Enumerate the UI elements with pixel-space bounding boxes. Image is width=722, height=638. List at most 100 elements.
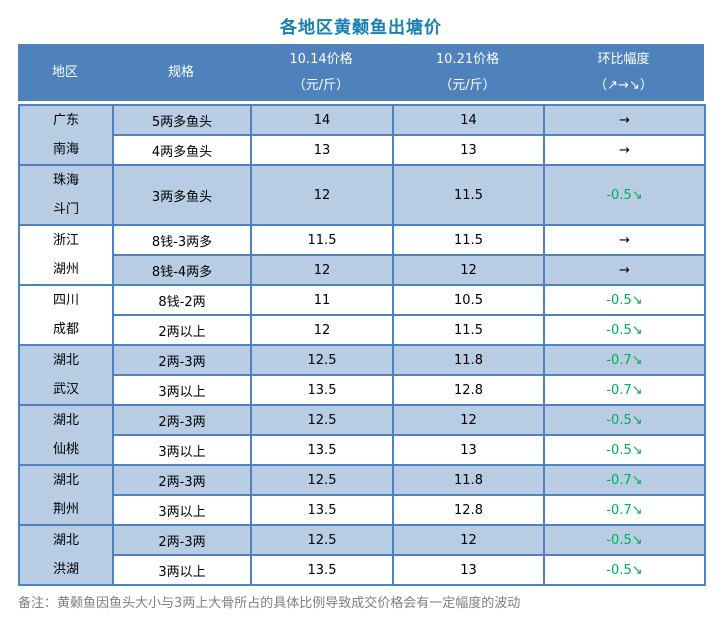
region-cell: 浙江 湖州: [18, 224, 114, 286]
spec-cell: 2两-3两: [112, 464, 252, 496]
price-1021-cell: 12.8: [392, 374, 545, 406]
price-1014-cell: 12.5: [250, 344, 394, 376]
table-row: 浙江 湖州 8钱-3两多 11.5 11.5 →: [18, 224, 706, 286]
region-name-line: 荆州: [52, 502, 79, 517]
price-1014-cell: 12.5: [250, 524, 394, 556]
spec-cell: 3两以上: [112, 494, 252, 526]
header-label: 规格: [167, 64, 194, 80]
header-cell-price-1014: 10.14价格 （元/斤）: [250, 44, 392, 101]
price-1014-cell: 13.5: [250, 554, 394, 586]
region-name-line: 武汉: [52, 382, 79, 397]
price-1014-cell: 12.5: [250, 464, 394, 496]
spec-cell: 8钱-3两多: [112, 224, 252, 256]
price-1021-cell: 10.5: [392, 284, 545, 316]
change-cell: -0.7↘: [543, 494, 706, 526]
region-name-line: 洪湖: [52, 562, 79, 577]
spec-cell: 2两-3两: [112, 404, 252, 436]
region-cell: 珠海 斗门: [18, 164, 114, 226]
price-1021-cell: 12: [392, 404, 545, 436]
price-1014-cell: 12: [250, 254, 394, 286]
price-1021-cell: 14: [392, 104, 545, 136]
spec-cell: 2两-3两: [112, 344, 252, 376]
spec-cell: 2两以上: [112, 314, 252, 346]
price-1014-cell: 13: [250, 134, 394, 166]
region-name-line: 湖北: [52, 413, 79, 428]
table-row: 8钱-4两多 12 12 →: [19, 254, 706, 286]
spec-cell: 2两-3两: [112, 524, 252, 556]
price-1021-cell: 12: [392, 254, 545, 286]
change-cell: -0.5↘: [543, 524, 706, 556]
header-label: 地区: [51, 64, 78, 80]
region-name-line: 湖北: [52, 533, 79, 548]
price-1021-cell: 12: [392, 524, 545, 556]
table-row: 湖北 荆州 2两-3两 12.5 11.8 -0.7↘: [18, 464, 706, 526]
change-cell: -0.5↘: [543, 164, 706, 226]
region-name-line: 湖北: [52, 353, 79, 368]
region-cell: 湖北 洪湖: [18, 524, 114, 586]
region-name-line: 湖北: [52, 473, 79, 488]
spec-cell: 5两多鱼头: [112, 104, 252, 136]
change-cell: -0.7↘: [543, 464, 706, 496]
header-cell-change: 环比幅度 （↗→↘）: [543, 44, 704, 101]
change-cell: -0.5↘: [543, 314, 706, 346]
spec-cell: 8钱-2两: [112, 284, 252, 316]
price-1014-cell: 12: [250, 314, 394, 346]
spec-cell: 3两多鱼头: [112, 164, 252, 226]
price-1021-cell: 13: [392, 134, 545, 166]
change-cell: →: [543, 224, 706, 256]
price-1021-cell: 11.5: [392, 224, 545, 256]
table-row: 3两以上 13.5 13 -0.5↘: [19, 554, 706, 586]
price-1021-cell: 13: [392, 434, 545, 466]
table-row: 湖北 武汉 2两-3两 12.5 11.8 -0.7↘: [18, 344, 706, 406]
price-1021-cell: 11.5: [392, 314, 545, 346]
spec-cell: 3两以上: [112, 554, 252, 586]
region-name-line: 广东: [52, 113, 79, 128]
change-cell: -0.7↘: [543, 344, 706, 376]
price-table-body: 广东 南海 5两多鱼头 14 14 → 4两多鱼头 13 13 → 珠海 斗门 3两多鱼头 12 11.5-…: [18, 104, 706, 586]
table-row: 3两以上 13.5 13 -0.5↘: [19, 434, 706, 466]
price-1014-cell: 12.5: [250, 404, 394, 436]
spec-cell: 8钱-4两多: [112, 254, 252, 286]
table-row: 2两以上 12 11.5 -0.5↘: [19, 314, 706, 346]
price-1021-cell: 13: [392, 554, 545, 586]
header-unit: （元/斤）: [292, 77, 350, 93]
region-name-line: 南海: [52, 142, 79, 157]
region-cell: 湖北 荆州: [18, 464, 114, 526]
price-1014-cell: 13.5: [250, 374, 394, 406]
region-name-line: 成都: [52, 322, 79, 337]
header-cell-region: 地区: [18, 44, 112, 101]
header-unit: （元/斤）: [439, 77, 496, 93]
table-row: 4两多鱼头 13 13 →: [19, 134, 706, 166]
price-1021-cell: 11.8: [392, 464, 545, 496]
header-cell-price-1021: 10.21价格 （元/斤）: [392, 44, 543, 101]
table-row: 3两以上 13.5 12.8 -0.7↘: [19, 374, 706, 406]
footnote: 备注：黄颡鱼因鱼头大小与3两上大骨所占的具体比例导致成交价格会有一定幅度的波动: [18, 596, 521, 611]
price-1021-cell: 11.5: [392, 164, 545, 226]
table-row: 3两以上 13.5 12.8 -0.7↘: [19, 494, 706, 526]
table-row: 湖北 洪湖 2两-3两 12.5 12 -0.5↘: [18, 524, 706, 586]
price-1021-cell: 12.8: [392, 494, 545, 526]
region-name-line: 浙江: [52, 233, 79, 248]
price-1014-cell: 11: [250, 284, 394, 316]
price-1021-cell: 11.8: [392, 344, 545, 376]
region-cell: 广东 南海: [18, 104, 114, 166]
change-cell: -0.5↘: [543, 404, 706, 436]
header-trend-icons: （↗→↘）: [594, 77, 653, 93]
change-cell: →: [543, 254, 706, 286]
price-1014-cell: 11.5: [250, 224, 394, 256]
table-row: 珠海 斗门 3两多鱼头 12 11.5 -0.5↘: [18, 164, 706, 226]
region-name-line: 仙桃: [52, 442, 79, 457]
price-1014-cell: 13.5: [250, 494, 394, 526]
change-cell: -0.5↘: [543, 434, 706, 466]
price-1014-cell: 12: [250, 164, 394, 226]
header-label: 10.14价格: [289, 51, 353, 67]
table-row: 四川 成都 8钱-2两 11 10.5 -0.5↘: [18, 284, 706, 346]
change-cell: →: [543, 104, 706, 136]
header-label: 环比幅度: [597, 51, 650, 67]
region-cell: 湖北 武汉: [18, 344, 114, 406]
spec-cell: 3两以上: [112, 434, 252, 466]
spec-cell: 3两以上: [112, 374, 252, 406]
region-name-line: 湖州: [52, 262, 79, 277]
spec-cell: 4两多鱼头: [112, 134, 252, 166]
